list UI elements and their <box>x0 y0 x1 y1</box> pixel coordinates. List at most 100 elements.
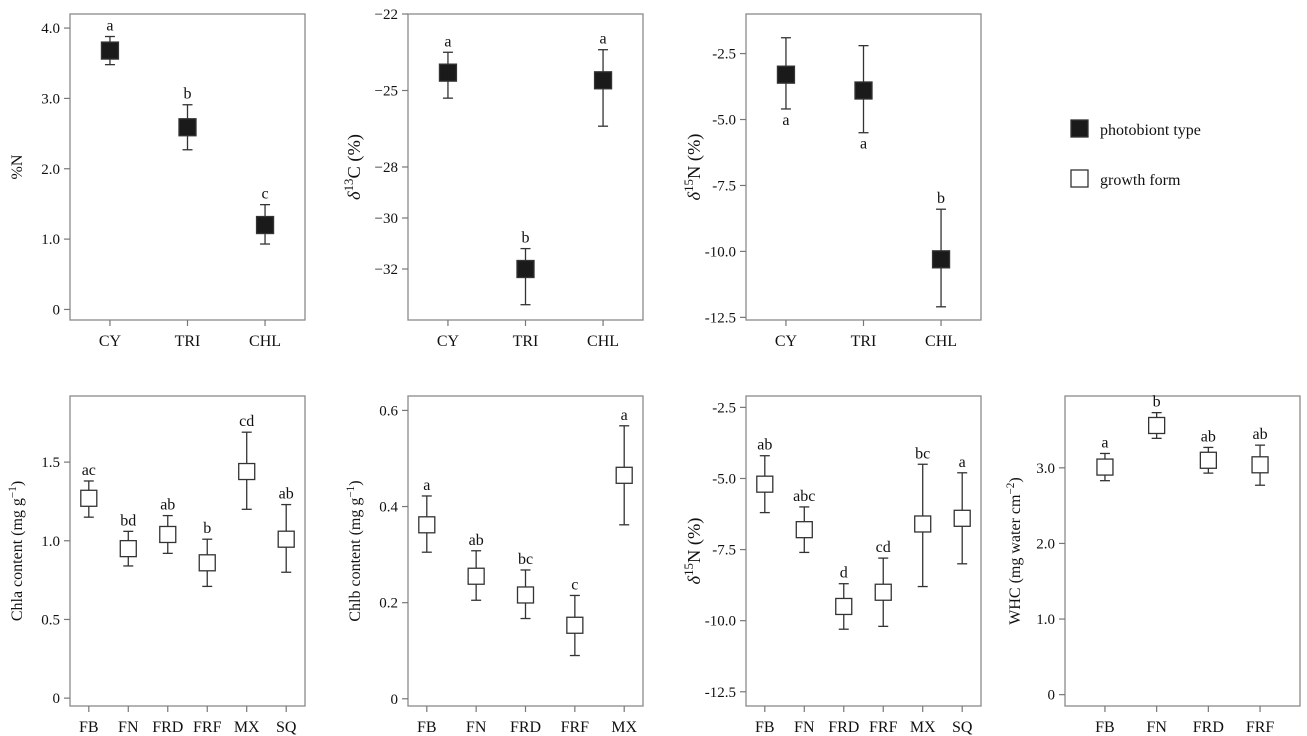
y-tick-label: 1.0 <box>41 232 60 248</box>
significance-letter: c <box>261 186 268 203</box>
x-tick-label-mx: MX <box>611 719 637 736</box>
y-tick-label: -7.5 <box>712 543 736 559</box>
x-tick-label-cy: CY <box>775 333 798 350</box>
data-point-tri: b <box>178 86 197 151</box>
x-tick-label-sq: SQ <box>952 719 973 736</box>
open-square-marker <box>418 516 436 534</box>
panel-d13C: −22 −25 −28 −30 −32 CY TRI CHL δ13C (%) a b a <box>342 7 644 350</box>
y-tick-label: 1.0 <box>41 534 60 550</box>
x-tick-label-tri: TRI <box>175 333 201 350</box>
y-axis-label: WHC (mg water cm−2) <box>1005 477 1024 624</box>
significance-letter: a <box>423 477 430 494</box>
y-tick-label: 3.0 <box>41 91 60 107</box>
x-tick-label-fn: FN <box>118 719 139 736</box>
data-point-fb: ab <box>756 437 774 514</box>
data-point-frd: bc <box>516 551 535 620</box>
plot-frame <box>1064 395 1301 707</box>
legend: photobiont type growth form <box>1070 119 1201 189</box>
data-point-cy: a <box>100 18 120 66</box>
data-point-frf: b <box>198 520 216 588</box>
data-point-mx: cd <box>238 413 256 510</box>
plot-frame <box>69 395 306 707</box>
open-square-marker <box>159 525 177 544</box>
x-tick-label-tri: TRI <box>513 333 539 350</box>
significance-letter: ab <box>757 437 772 454</box>
x-tick-label-mx: MX <box>234 719 260 736</box>
plot-frame <box>69 13 306 321</box>
legend-label-photobiont: photobiont type <box>1100 122 1201 139</box>
filled-square-marker <box>931 250 951 269</box>
significance-letter: ac <box>82 462 96 479</box>
open-square-marker <box>238 462 256 481</box>
data-point-fn: abc <box>793 488 815 554</box>
y-tick-label: 2.0 <box>1036 536 1055 552</box>
data-point-frf: ab <box>1251 426 1269 486</box>
data-point-tri: b <box>516 230 535 306</box>
significance-letter: ab <box>1252 426 1267 443</box>
x-tick-label-chl: CHL <box>249 333 281 350</box>
y-tick-label: −30 <box>375 211 398 227</box>
data-point-frd: ab <box>1199 428 1217 474</box>
open-square-marker <box>953 509 971 527</box>
x-tick-label-frd: FRD <box>828 719 859 736</box>
y-tick-label: 0 <box>391 692 399 708</box>
y-tick-label: -10.0 <box>705 244 736 260</box>
x-tick-label-cy: CY <box>99 333 122 350</box>
data-point-frf: c <box>566 576 584 657</box>
significance-letter: ab <box>160 497 175 514</box>
y-tick-label: 0 <box>53 302 61 318</box>
significance-letter: c <box>571 576 578 593</box>
data-point-cy: a <box>438 33 458 99</box>
open-square-marker <box>198 554 216 572</box>
y-tick-label: -12.5 <box>705 685 736 701</box>
open-square-marker <box>795 521 813 539</box>
significance-letter: a <box>1101 434 1108 451</box>
y-tick-label: -7.5 <box>712 178 736 194</box>
panel-N: 0 1.0 2.0 3.0 4.0 CY TRI CHL %N a b c <box>9 13 306 350</box>
significance-letter: b <box>937 190 945 207</box>
filled-square-marker <box>516 259 535 279</box>
y-axis-label: Chla content (mg g−1) <box>7 481 26 621</box>
x-tick-label-frf: FRF <box>1246 719 1275 736</box>
x-tick-label-fn: FN <box>794 719 815 736</box>
significance-letter: bd <box>120 512 136 529</box>
data-point-mx: a <box>615 407 633 526</box>
panel-Chla: 0 0.5 1.0 1.5 FB FN FRD FRF MX SQ Chla content (mg… <box>7 395 306 736</box>
x-tick-label-tri: TRI <box>851 333 877 350</box>
y-tick-label: -2.5 <box>712 47 736 63</box>
data-point-fn: bd <box>119 512 137 567</box>
significance-letter: a <box>959 454 966 471</box>
y-tick-label: 0 <box>53 691 61 707</box>
data-point-tri: a <box>854 45 873 153</box>
open-square-marker <box>566 616 584 634</box>
significance-letter: cd <box>876 539 891 556</box>
significance-letter: a <box>782 112 789 129</box>
significance-letter: abc <box>793 488 815 505</box>
legend-filled-marker <box>1070 119 1089 138</box>
significance-letter: b <box>203 520 211 537</box>
data-point-fb: a <box>418 477 436 553</box>
filled-square-marker <box>854 81 873 100</box>
data-point-mx: bc <box>914 445 932 588</box>
open-square-marker <box>516 586 535 604</box>
y-tick-label: −22 <box>375 7 398 23</box>
data-point-sq: ab <box>277 486 295 573</box>
x-tick-label-fb: FB <box>755 719 775 736</box>
significance-letter: a <box>599 31 606 48</box>
significance-letter: a <box>444 33 451 50</box>
open-square-marker <box>277 530 295 548</box>
filled-square-marker <box>255 215 275 235</box>
x-tick-label-chl: CHL <box>925 333 957 350</box>
significance-letter: ab <box>279 486 294 503</box>
x-tick-label-fn: FN <box>466 719 487 736</box>
significance-letter: b <box>184 86 192 103</box>
legend-open-marker <box>1070 169 1089 188</box>
plot-frame <box>745 395 982 707</box>
open-square-marker <box>1199 451 1217 469</box>
chart-panels: 01.02.03.04.0CY TRI CHL%Nabc−22−25−28−30−3… <box>7 7 1301 736</box>
data-point-fn: ab <box>467 532 485 601</box>
x-tick-label-sq: SQ <box>276 719 297 736</box>
y-tick-label: 0 <box>1048 688 1056 704</box>
x-tick-label-fb: FB <box>417 719 437 736</box>
y-tick-label: -2.5 <box>712 400 736 416</box>
